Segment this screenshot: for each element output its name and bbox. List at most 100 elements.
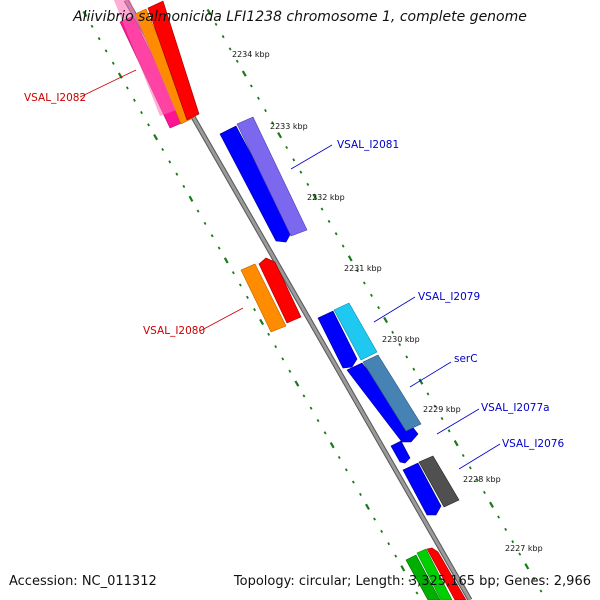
minor-tick (249, 84, 253, 88)
minor-tick (377, 306, 380, 310)
minor-tick (90, 24, 94, 28)
gene-labels: VSAL_I2082 VSAL_I2081 VSAL_I2080 VSAL_I2… (24, 92, 564, 450)
major-tick (312, 193, 318, 200)
minor-tick (210, 234, 214, 238)
minor-tick (168, 160, 172, 164)
minor-tick (483, 490, 486, 495)
minor-tick (362, 281, 366, 285)
major-tick (418, 378, 424, 385)
minor-tick (221, 35, 225, 39)
minor-tick (288, 369, 292, 373)
minor-tick (281, 357, 285, 361)
minor-tick (320, 207, 324, 211)
minor-tick (175, 172, 179, 176)
major-tick (294, 380, 300, 387)
gene-label-vsal-i2077a: VSAL_I2077a (481, 402, 550, 414)
minor-tick (161, 147, 165, 152)
minor-tick (306, 182, 310, 187)
minor-tick (440, 416, 444, 421)
major-tick (383, 316, 389, 324)
minor-tick (433, 404, 437, 408)
minor-tick (285, 145, 289, 150)
minor-tick (380, 529, 384, 533)
major-tick (206, 8, 212, 16)
label-leaders (79, 69, 501, 470)
major-tick (400, 565, 406, 572)
minor-tick (415, 591, 419, 595)
minor-tick (257, 96, 260, 100)
minor-tick (511, 540, 515, 544)
minor-tick (334, 232, 338, 236)
minor-tick (341, 244, 345, 248)
minor-tick (539, 589, 543, 593)
major-tick (277, 132, 283, 139)
minor-tick (299, 170, 303, 174)
minor-tick (274, 345, 278, 349)
minor-tick (309, 406, 313, 410)
kbp-labels: 2234 kbp 2233 kbp 2232 kbp 2231 kbp 2230… (232, 50, 543, 553)
major-tick (524, 563, 530, 570)
major-tick (329, 442, 335, 449)
minor-tick (391, 330, 395, 334)
minor-tick (97, 37, 101, 41)
minor-tick (394, 554, 398, 558)
tick-label-2234: 2234 kbp (232, 50, 270, 59)
summary-text: Topology: circular; Length: 3,325,165 bp… (233, 574, 591, 589)
minor-tick (327, 219, 331, 223)
major-tick (223, 257, 229, 264)
minor-tick (398, 343, 402, 347)
tick-label-2232: 2232 kbp (307, 193, 345, 202)
gene-label-vsal-i2081: VSAL_I2081 (337, 139, 399, 151)
minor-tick (370, 293, 373, 297)
minor-tick (253, 308, 256, 312)
major-tick (82, 10, 88, 18)
tick-label-2230: 2230 kbp (382, 335, 420, 344)
minor-tick (408, 579, 412, 583)
minor-tick (468, 466, 472, 470)
major-tick (153, 134, 159, 141)
minor-tick (461, 453, 465, 458)
major-tick (489, 501, 494, 508)
minor-tick (238, 283, 242, 287)
gene-label-vsal-i2079: VSAL_I2079 (418, 291, 480, 303)
minor-tick (316, 418, 320, 423)
minor-tick (518, 552, 522, 556)
minor-tick (497, 515, 500, 519)
minor-tick (504, 527, 508, 531)
minor-tick (405, 355, 409, 359)
tick-label-2231: 2231 kbp (344, 264, 382, 273)
minor-tick (228, 47, 232, 51)
major-tick (188, 195, 194, 202)
tick-label-2227: 2227 kbp (505, 544, 543, 553)
minor-tick (196, 209, 200, 213)
gene-label-serc: serC (454, 353, 478, 365)
minor-tick (292, 158, 296, 162)
orf-vsal-i2080 (240, 257, 302, 333)
minor-tick (214, 22, 218, 26)
accession-text: Accession: NC_011312 (9, 574, 157, 589)
minor-tick (231, 271, 235, 275)
orf-vsal-i2076 (402, 455, 460, 516)
gene-label-vsal-i2076: VSAL_I2076 (502, 438, 564, 450)
minor-tick (104, 49, 108, 53)
minor-tick (235, 59, 239, 63)
major-tick (241, 70, 247, 77)
minor-tick (344, 468, 348, 472)
major-tick (347, 255, 353, 262)
minor-tick (412, 367, 416, 371)
minor-tick (147, 123, 150, 127)
minor-tick (203, 221, 207, 225)
minor-tick (217, 246, 221, 250)
orf-vsal-i2077a (390, 440, 411, 464)
minor-tick (447, 429, 451, 433)
orf-vsal-i2081 (219, 116, 308, 243)
tick-label-2228: 2228 kbp (463, 475, 501, 484)
minor-tick (532, 577, 536, 581)
minor-tick (323, 431, 327, 435)
tick-label-2229: 2229 kbp (423, 405, 461, 414)
minor-tick (351, 480, 355, 484)
orf-vsal-i2079 (317, 302, 378, 369)
major-tick (453, 440, 459, 447)
minor-tick (355, 269, 359, 273)
